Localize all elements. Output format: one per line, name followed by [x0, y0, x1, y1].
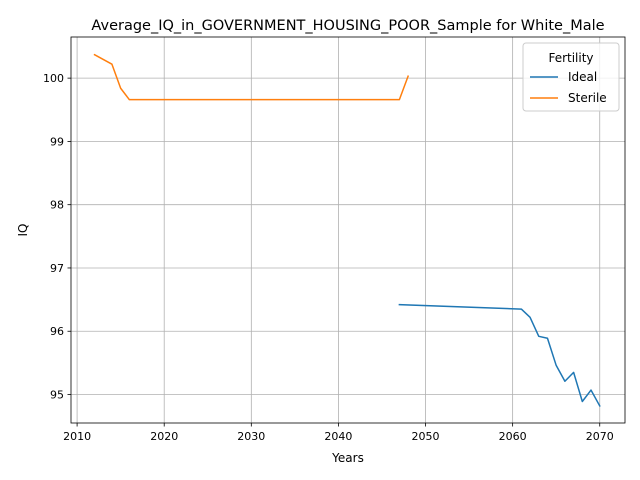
axes-frame — [70, 36, 626, 424]
legend-box — [522, 42, 620, 112]
y-tick-label: 98 — [50, 199, 64, 212]
x-tick-label: 2010 — [63, 430, 91, 443]
x-tick-label: 2060 — [499, 430, 527, 443]
legend-label-ideal: Ideal — [568, 70, 597, 84]
series-line-ideal — [398, 303, 601, 407]
y-tick-label: 97 — [50, 262, 64, 275]
chart-title: Average_IQ_in_GOVERNMENT_HOUSING_POOR_Sa… — [91, 18, 604, 34]
y-tick-label: 96 — [50, 325, 64, 338]
x-tick-label: 2050 — [412, 430, 440, 443]
x-tick-label: 2020 — [150, 430, 178, 443]
legend: Fertility Ideal Sterile — [522, 42, 620, 112]
y-tick-label: 95 — [50, 389, 64, 402]
y-tick-label: 99 — [50, 135, 64, 148]
x-tick-label: 2070 — [586, 430, 614, 443]
y-tick-label: 100 — [43, 72, 64, 85]
legend-title: Fertility — [548, 51, 593, 65]
x-tick-label: 2040 — [324, 430, 352, 443]
series-lines — [93, 53, 601, 407]
y-axis-label: IQ — [16, 224, 30, 237]
axis-ticks: 2010 2020 2030 2040 2050 2060 2070 95 96 97 98 99 10… — [43, 72, 614, 443]
series-line-sterile — [93, 53, 410, 101]
legend-label-sterile: Sterile — [568, 91, 607, 105]
x-axis-label: Years — [331, 451, 364, 465]
grid-lines — [71, 37, 625, 423]
x-tick-label: 2030 — [237, 430, 265, 443]
